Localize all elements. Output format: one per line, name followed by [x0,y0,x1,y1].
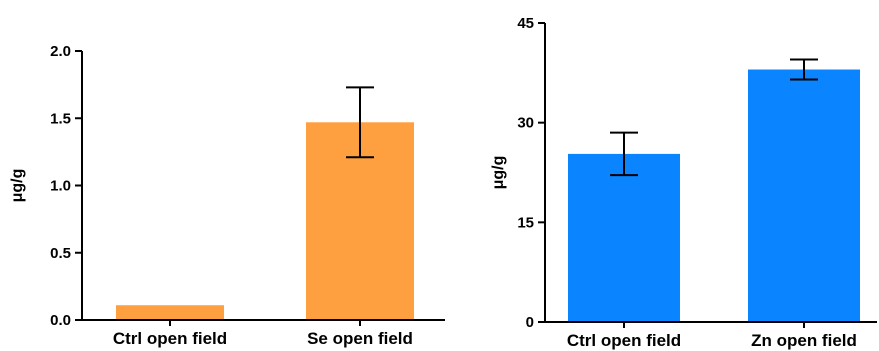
error-bar-2 [346,86,374,159]
chart-1: 0.0 0.5 1.0 1.5 2.0 Ctrl open field Se open fi… [9,43,445,348]
error-bar-1 [610,131,638,177]
y-tick-label: 30 [517,115,534,132]
bar-2 [748,69,860,322]
x-category-label: Se open field [307,329,413,348]
error-bar-2 [790,58,818,81]
x-category-label: Ctrl open field [113,329,227,348]
x-category-label: Ctrl open field [567,331,681,350]
y-tick-label: 0 [526,314,534,331]
y-tick-label: 0.5 [50,245,71,262]
chart-2: 0 15 30 45 Ctrl open field Zn open field μg/g [490,15,877,350]
y-tick-label: 1.5 [50,110,71,127]
y-tick-label: 45 [517,15,534,32]
bar-1 [116,305,224,320]
y-tick-label: 0.0 [50,312,71,329]
bar-1 [568,153,680,322]
y-axis-title: μg/g [9,169,26,203]
y-tick-label: 1.0 [50,178,71,195]
x-category-label: Zn open field [751,331,857,350]
y-tick-label: 2.0 [50,43,71,60]
y-tick-label: 15 [517,214,534,231]
y-axis-title: μg/g [490,156,507,190]
